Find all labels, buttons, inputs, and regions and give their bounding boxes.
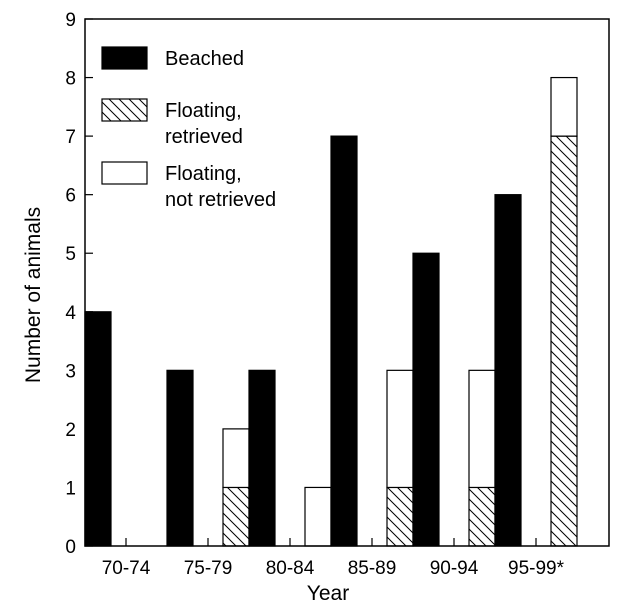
y-tick-label: 6 [65, 186, 76, 207]
y-tick-label: 3 [65, 361, 76, 382]
y-tick-label: 1 [65, 478, 76, 499]
y-axis-title: Number of animals [22, 207, 45, 383]
y-tick-label: 7 [65, 127, 76, 148]
legend-label: retrieved [165, 126, 243, 148]
y-tick-label: 8 [65, 69, 76, 90]
bar-floating-not-retrieved [304, 486, 332, 547]
x-tick-label: 85-89 [348, 558, 397, 579]
legend-label: Floating, [165, 163, 242, 185]
chart-legend: Beached Floating, retrieved Floating, not re… [101, 46, 276, 211]
bar-beached [412, 252, 440, 547]
y-tick-label: 5 [65, 244, 76, 265]
x-tick-label: 75-79 [184, 558, 233, 579]
bar-floating-not-retrieved [468, 369, 496, 489]
bar-beached [494, 194, 522, 547]
y-tick-label: 4 [65, 303, 76, 324]
axis-ticks: 0 1 2 3 4 5 6 7 8 9 70-74 75-79 80-84 85-89 90-94 95-99… [65, 10, 564, 579]
legend-label: not retrieved [165, 189, 276, 211]
legend-swatch [101, 46, 148, 70]
chart-axes [84, 18, 610, 547]
legend-swatch [101, 161, 148, 185]
bar-floating-retrieved [222, 486, 250, 547]
y-tick-label: 2 [65, 420, 76, 441]
bar-beached [166, 369, 194, 547]
bar-floating-retrieved [550, 135, 578, 547]
plot-frame [84, 18, 610, 547]
x-tick-label: 95-99* [508, 558, 565, 579]
bar-beached [248, 369, 276, 547]
bar-series [84, 76, 578, 547]
legend-label: Floating, [165, 100, 242, 122]
x-tick-label: 90-94 [430, 558, 479, 579]
x-tick-label: 70-74 [102, 558, 151, 579]
x-axis-title: Year [307, 582, 349, 605]
bar-floating-retrieved [386, 486, 414, 547]
bar-floating-not-retrieved [386, 369, 414, 489]
y-tick-label: 9 [65, 10, 76, 31]
y-tick-label: 0 [65, 537, 76, 558]
bar-beached [330, 135, 358, 547]
bar-floating-not-retrieved [550, 76, 578, 137]
bar-floating-not-retrieved [222, 428, 250, 489]
bar-floating-retrieved [468, 486, 496, 547]
legend-label: Beached [165, 48, 244, 70]
legend-swatch [101, 98, 148, 122]
x-tick-label: 80-84 [266, 558, 315, 579]
